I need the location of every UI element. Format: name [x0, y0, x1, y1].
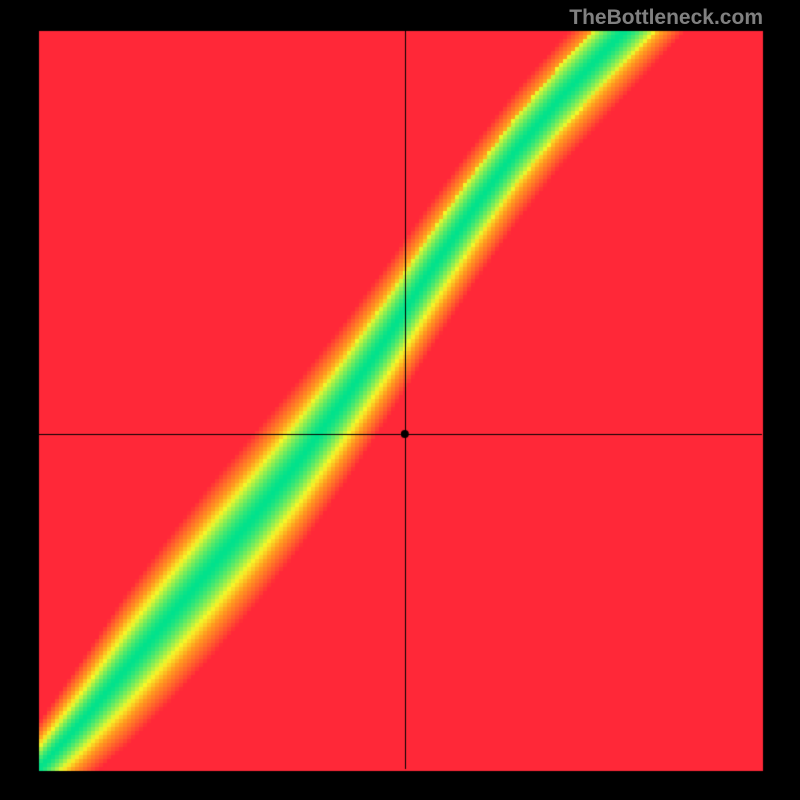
- bottleneck-heatmap: [0, 0, 800, 800]
- watermark-text: TheBottleneck.com: [569, 6, 763, 30]
- chart-container: { "canvas": { "width": 800, "height": 80…: [0, 0, 800, 800]
